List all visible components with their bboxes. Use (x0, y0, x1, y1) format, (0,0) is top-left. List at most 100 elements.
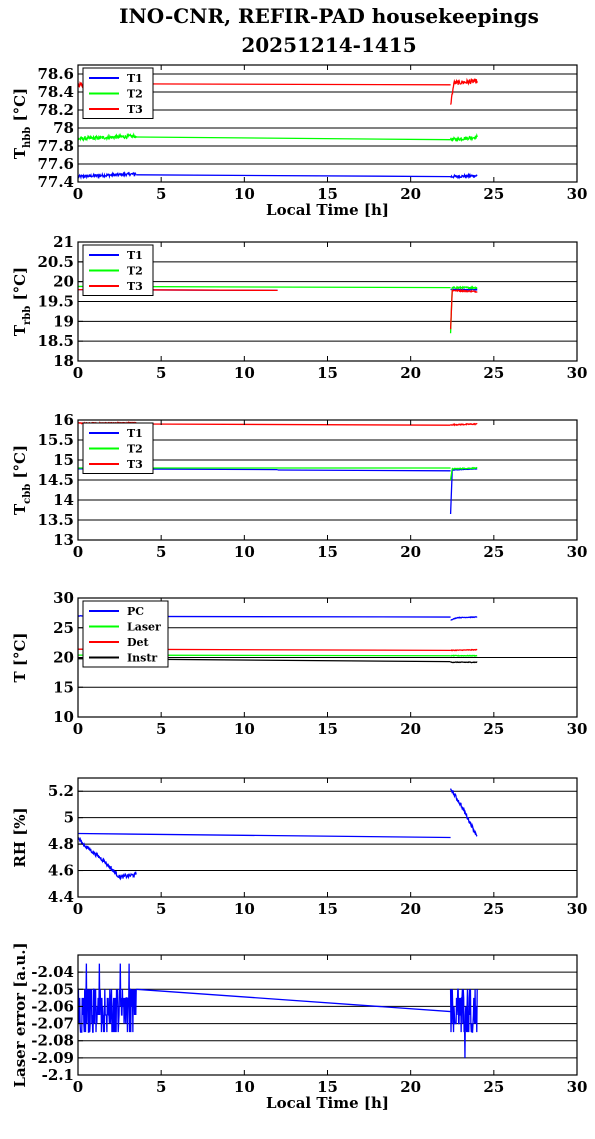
x-tick-label: 10 (234, 900, 255, 918)
x-tick-label: 10 (234, 720, 255, 738)
y-tick-label: -2.04 (31, 963, 74, 981)
y-tick-label: 18.5 (37, 332, 74, 350)
legend-label-t1: T1 (127, 427, 143, 440)
y-tick-label: 19 (53, 312, 74, 330)
y-tick-label: 20.5 (37, 253, 74, 271)
x-tick-label: 15 (317, 900, 338, 918)
legend: PC Laser Det Instr (82, 600, 169, 668)
series-line-pc-seg2 (136, 615, 451, 618)
y-tick-label: 78.4 (37, 83, 74, 101)
legend: T1 T2 T3 (82, 244, 154, 296)
y-axis-label: T [°C] (11, 632, 29, 682)
y-axis-label: RH [%] (11, 807, 29, 867)
x-tick-label: 5 (156, 543, 166, 561)
series-group (78, 788, 478, 881)
y-axis-label-unit: [°C] (11, 445, 29, 484)
y-axis-label-subscript: hbb (22, 127, 33, 148)
x-tick-label: 5 (156, 364, 166, 382)
y-tick-label: -2.1 (42, 1066, 74, 1084)
x-tick-label: 10 (234, 1078, 255, 1096)
chart-panel-6: 0 5 10 15 20 25 30 -2.1-2.09-2.08-2.07-2.06 -2.0… (11, 942, 587, 1112)
legend-label-t3: T3 (127, 458, 143, 471)
plot-frame (77, 777, 578, 898)
x-tick-label: 30 (567, 900, 588, 918)
x-tick-label: 5 (156, 900, 166, 918)
chart-title-line-2: 20251214-1415 (241, 33, 416, 57)
y-axis-label-main: T (11, 324, 29, 336)
chart-panel-5: 0 5 10 15 20 25 30 4.4 4.6 4.8 5 5.2 RH [%] (11, 777, 588, 918)
series-group (78, 963, 478, 1058)
series-line-t3-seg2 (136, 83, 451, 86)
y-tick-label: -2.07 (31, 1015, 74, 1033)
y-tick-label: -2.06 (31, 997, 74, 1015)
y-tick-label: 15.5 (37, 431, 74, 449)
x-tick-label: 0 (73, 1078, 83, 1096)
y-axis-label: Laser error [a.u.] (11, 942, 29, 1087)
y-tick-label: 4.4 (48, 888, 74, 906)
x-tick-label: 15 (317, 720, 338, 738)
x-tick-label: 15 (317, 543, 338, 561)
y-tick-label: 15 (53, 678, 74, 696)
series-line-t3-seg2 (449, 288, 478, 330)
x-tick-label: 20 (400, 1078, 421, 1096)
series-line-data-seg2 (78, 832, 451, 839)
x-tick-label: 20 (400, 364, 421, 382)
series-line-instr-seg2 (450, 661, 478, 664)
y-tick-label: 15 (53, 451, 74, 469)
series-line-pc-seg3 (450, 616, 478, 621)
legend-label-t1: T1 (127, 249, 143, 262)
x-tick-label: 20 (400, 720, 421, 738)
legend-label-laser: Laser (127, 621, 161, 634)
x-tick-label: 20 (400, 185, 421, 203)
y-tick-label: 10 (53, 708, 74, 726)
series-line-t2-seg2 (449, 285, 478, 334)
x-tick-label: 0 (73, 900, 83, 918)
y-axis-label-main: T (11, 503, 29, 515)
y-tick-label: 19.5 (37, 293, 74, 311)
y-tick-label: 78.2 (37, 101, 74, 119)
legend-label-t2: T2 (127, 88, 143, 101)
x-tick-label: 15 (317, 1078, 338, 1096)
series-line-t2-seg2 (136, 136, 451, 141)
x-tick-label: 25 (483, 900, 504, 918)
x-tick-label: 25 (483, 1078, 504, 1096)
y-tick-label: -2.08 (31, 1032, 74, 1050)
x-tick-label: 30 (567, 364, 588, 382)
x-tick-label: 5 (156, 1078, 166, 1096)
y-axis-label: Trbb [°C] (11, 267, 33, 336)
y-axis-label-subscript: cbb (22, 484, 33, 504)
series-line-data-seg3 (449, 988, 478, 1058)
series-line-data-seg3 (449, 788, 478, 837)
legend-label-instr: Instr (127, 652, 157, 665)
x-axis-label: Local Time [h] (266, 201, 389, 219)
y-tick-label: 14.5 (37, 471, 74, 489)
chart-title-line-1: INO-CNR, REFIR-PAD housekeepings (119, 4, 539, 28)
x-tick-label: 10 (234, 185, 255, 203)
y-tick-label: 4.6 (48, 862, 74, 880)
x-tick-label: 30 (567, 720, 588, 738)
y-tick-label: -2.09 (31, 1049, 74, 1067)
y-tick-label: 78.6 (37, 65, 74, 83)
y-tick-label: 25 (53, 619, 74, 637)
series-line-data-seg1 (78, 836, 137, 881)
x-tick-label: 30 (567, 1078, 588, 1096)
x-tick-label: 15 (317, 185, 338, 203)
series-line-t1-seg2 (136, 174, 451, 178)
y-tick-label: 5.2 (48, 782, 74, 800)
y-tick-label: 78 (53, 119, 74, 137)
legend-label-t2: T2 (127, 265, 143, 278)
series-line-t1-seg1 (78, 170, 137, 180)
x-tick-label: 0 (73, 720, 83, 738)
x-tick-label: 20 (400, 543, 421, 561)
y-axis-label-main: T [°C] (11, 632, 29, 682)
y-tick-label: 13.5 (37, 511, 74, 529)
x-tick-label: 10 (234, 364, 255, 382)
y-tick-label: 21 (53, 233, 74, 251)
y-axis-label: Thbb [°C] (11, 88, 33, 159)
y-axis-label-main: T (11, 147, 29, 159)
y-tick-label: 14 (53, 491, 74, 509)
x-tick-label: 10 (234, 543, 255, 561)
series-line-t3-seg2 (136, 423, 451, 426)
